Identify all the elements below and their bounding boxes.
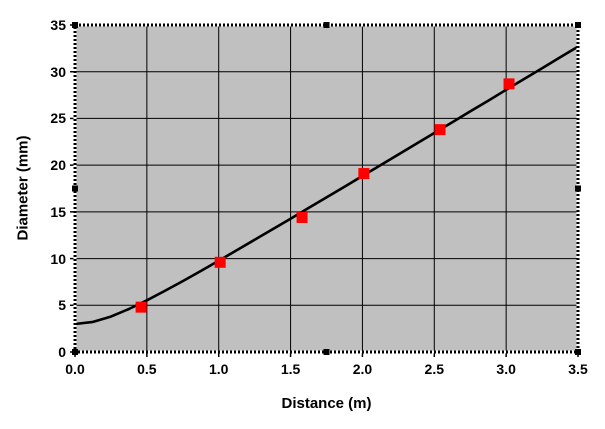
selection-handle[interactable] bbox=[323, 349, 330, 355]
selection-handle[interactable] bbox=[72, 349, 78, 355]
data-point-marker[interactable] bbox=[296, 211, 308, 223]
y-tick-label: 35 bbox=[50, 17, 66, 33]
selection-handle[interactable] bbox=[323, 22, 330, 28]
x-tick-label: 2.5 bbox=[424, 361, 445, 377]
y-tick-label: 15 bbox=[50, 203, 66, 220]
selection-handle[interactable] bbox=[575, 349, 581, 355]
x-axis-title: Distance (m) bbox=[281, 395, 372, 412]
y-tick-label: 10 bbox=[50, 250, 66, 267]
data-point-marker[interactable] bbox=[434, 124, 446, 136]
x-tick-label: 2.0 bbox=[352, 361, 373, 377]
x-tick-label: 0.5 bbox=[137, 361, 157, 377]
plot-area[interactable] bbox=[75, 25, 578, 352]
data-point-marker[interactable] bbox=[358, 168, 370, 180]
x-tick-label: 3.5 bbox=[568, 361, 588, 377]
y-tick-label: 0 bbox=[58, 344, 66, 360]
y-tick-label: 20 bbox=[50, 157, 66, 174]
y-tick-label: 30 bbox=[50, 63, 66, 80]
data-point-marker[interactable] bbox=[503, 78, 515, 90]
data-point-marker[interactable] bbox=[214, 256, 226, 268]
selection-handle[interactable] bbox=[575, 22, 581, 28]
selection-handle[interactable] bbox=[72, 22, 78, 28]
x-tick-label: 0.0 bbox=[65, 361, 85, 377]
data-point-marker[interactable] bbox=[135, 301, 147, 313]
x-tick-label: 1.0 bbox=[208, 361, 229, 377]
x-tick-label: 1.5 bbox=[280, 361, 301, 377]
fit-curve-line[interactable] bbox=[73, 45, 580, 326]
selection-handle[interactable] bbox=[575, 185, 581, 192]
x-tick-label: 3.0 bbox=[496, 361, 516, 377]
y-axis-title: Diameter (mm) bbox=[14, 135, 32, 241]
y-tick-label: 5 bbox=[58, 297, 66, 314]
y-tick-label: 25 bbox=[50, 110, 66, 127]
selection-handle[interactable] bbox=[72, 185, 78, 192]
